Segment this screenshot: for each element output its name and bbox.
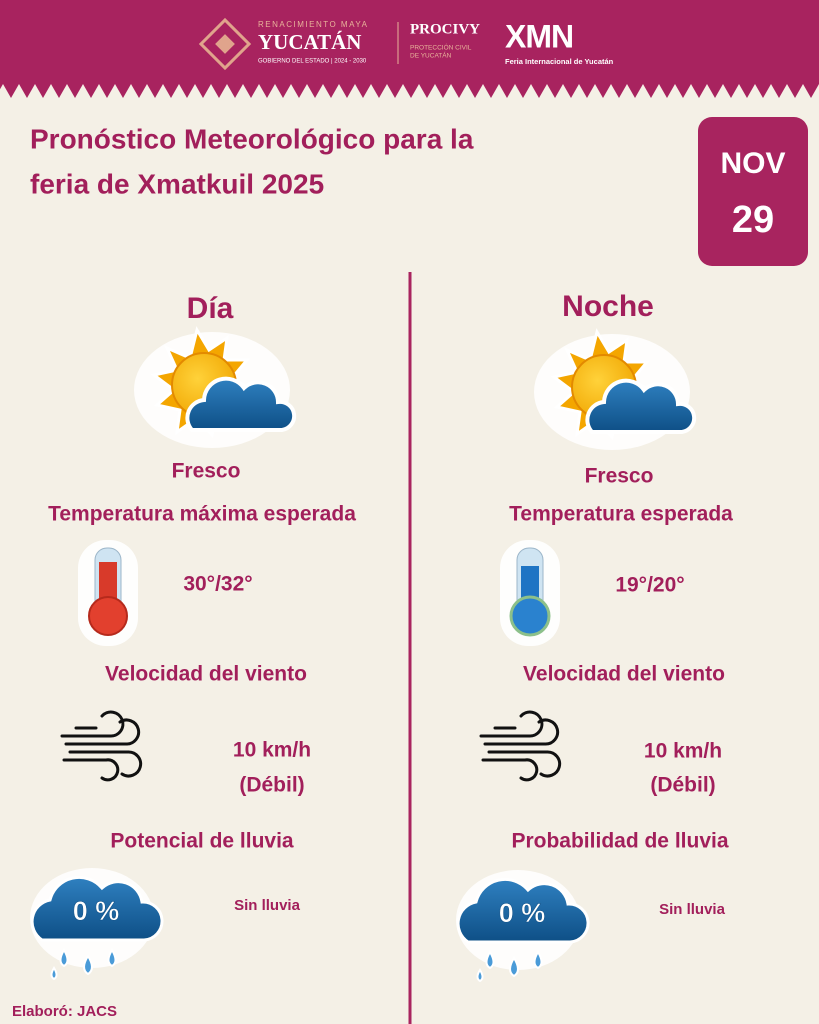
wind-speed: 10 km/h: [233, 739, 311, 762]
wind-icon: [60, 710, 143, 782]
rain-description: Sin lluvia: [234, 897, 301, 914]
brand-subtitle: GOBIERNO DEL ESTADO | 2024 - 2030: [258, 59, 367, 65]
rain-description: Sin lluvia: [659, 901, 726, 918]
date-day: 29: [732, 199, 774, 241]
event-subtitle: Feria Internacional de Yucatán: [505, 57, 614, 66]
column-heading: Día: [187, 292, 234, 325]
wind-description: (Débil): [239, 774, 304, 797]
wind-label: Velocidad del viento: [523, 663, 725, 686]
event-logo: XMN: [505, 18, 573, 54]
wind-label: Velocidad del viento: [105, 663, 307, 686]
weather-icon: [132, 328, 297, 450]
rain-chance: 0 %: [73, 896, 120, 926]
wind-description: (Débil): [650, 774, 715, 797]
wind-speed: 10 km/h: [644, 740, 722, 763]
agency-name: PROCIVY: [410, 21, 480, 37]
agency-subtitle: DE YUCATÁN: [410, 51, 452, 60]
brand-tagline: RENACIMIENTO MAYA: [258, 20, 368, 29]
date-box: [698, 117, 808, 266]
rain-chance: 0 %: [499, 898, 546, 928]
date-month: NOV: [720, 147, 785, 180]
column-heading: Noche: [562, 290, 654, 323]
brand-name: YUCATÁN: [258, 30, 361, 54]
thermometer-icon: [500, 540, 560, 646]
wind-icon: [479, 710, 562, 782]
rain-label: Potencial de lluvia: [110, 830, 294, 853]
temperature: 19°/20°: [615, 574, 684, 597]
agency-subtitle: PROTECCIÓN CIVIL: [410, 43, 472, 52]
thermometer-icon: [78, 540, 138, 646]
condition: Fresco: [172, 460, 241, 483]
title-line: feria de Xmatkuil 2025: [30, 168, 324, 199]
temperature-label: Temperatura esperada: [509, 503, 733, 526]
temperature: 30°/32°: [183, 573, 252, 596]
title-line: Pronóstico Meteorológico para la: [30, 123, 474, 154]
header-band: [0, 0, 819, 98]
condition: Fresco: [585, 465, 654, 488]
temperature-label: Temperatura máxima esperada: [48, 503, 356, 526]
weather-icon: [532, 330, 697, 452]
footer: Elaboró: JACS: [12, 1003, 117, 1020]
rain-label: Probabilidad de lluvia: [511, 830, 728, 853]
